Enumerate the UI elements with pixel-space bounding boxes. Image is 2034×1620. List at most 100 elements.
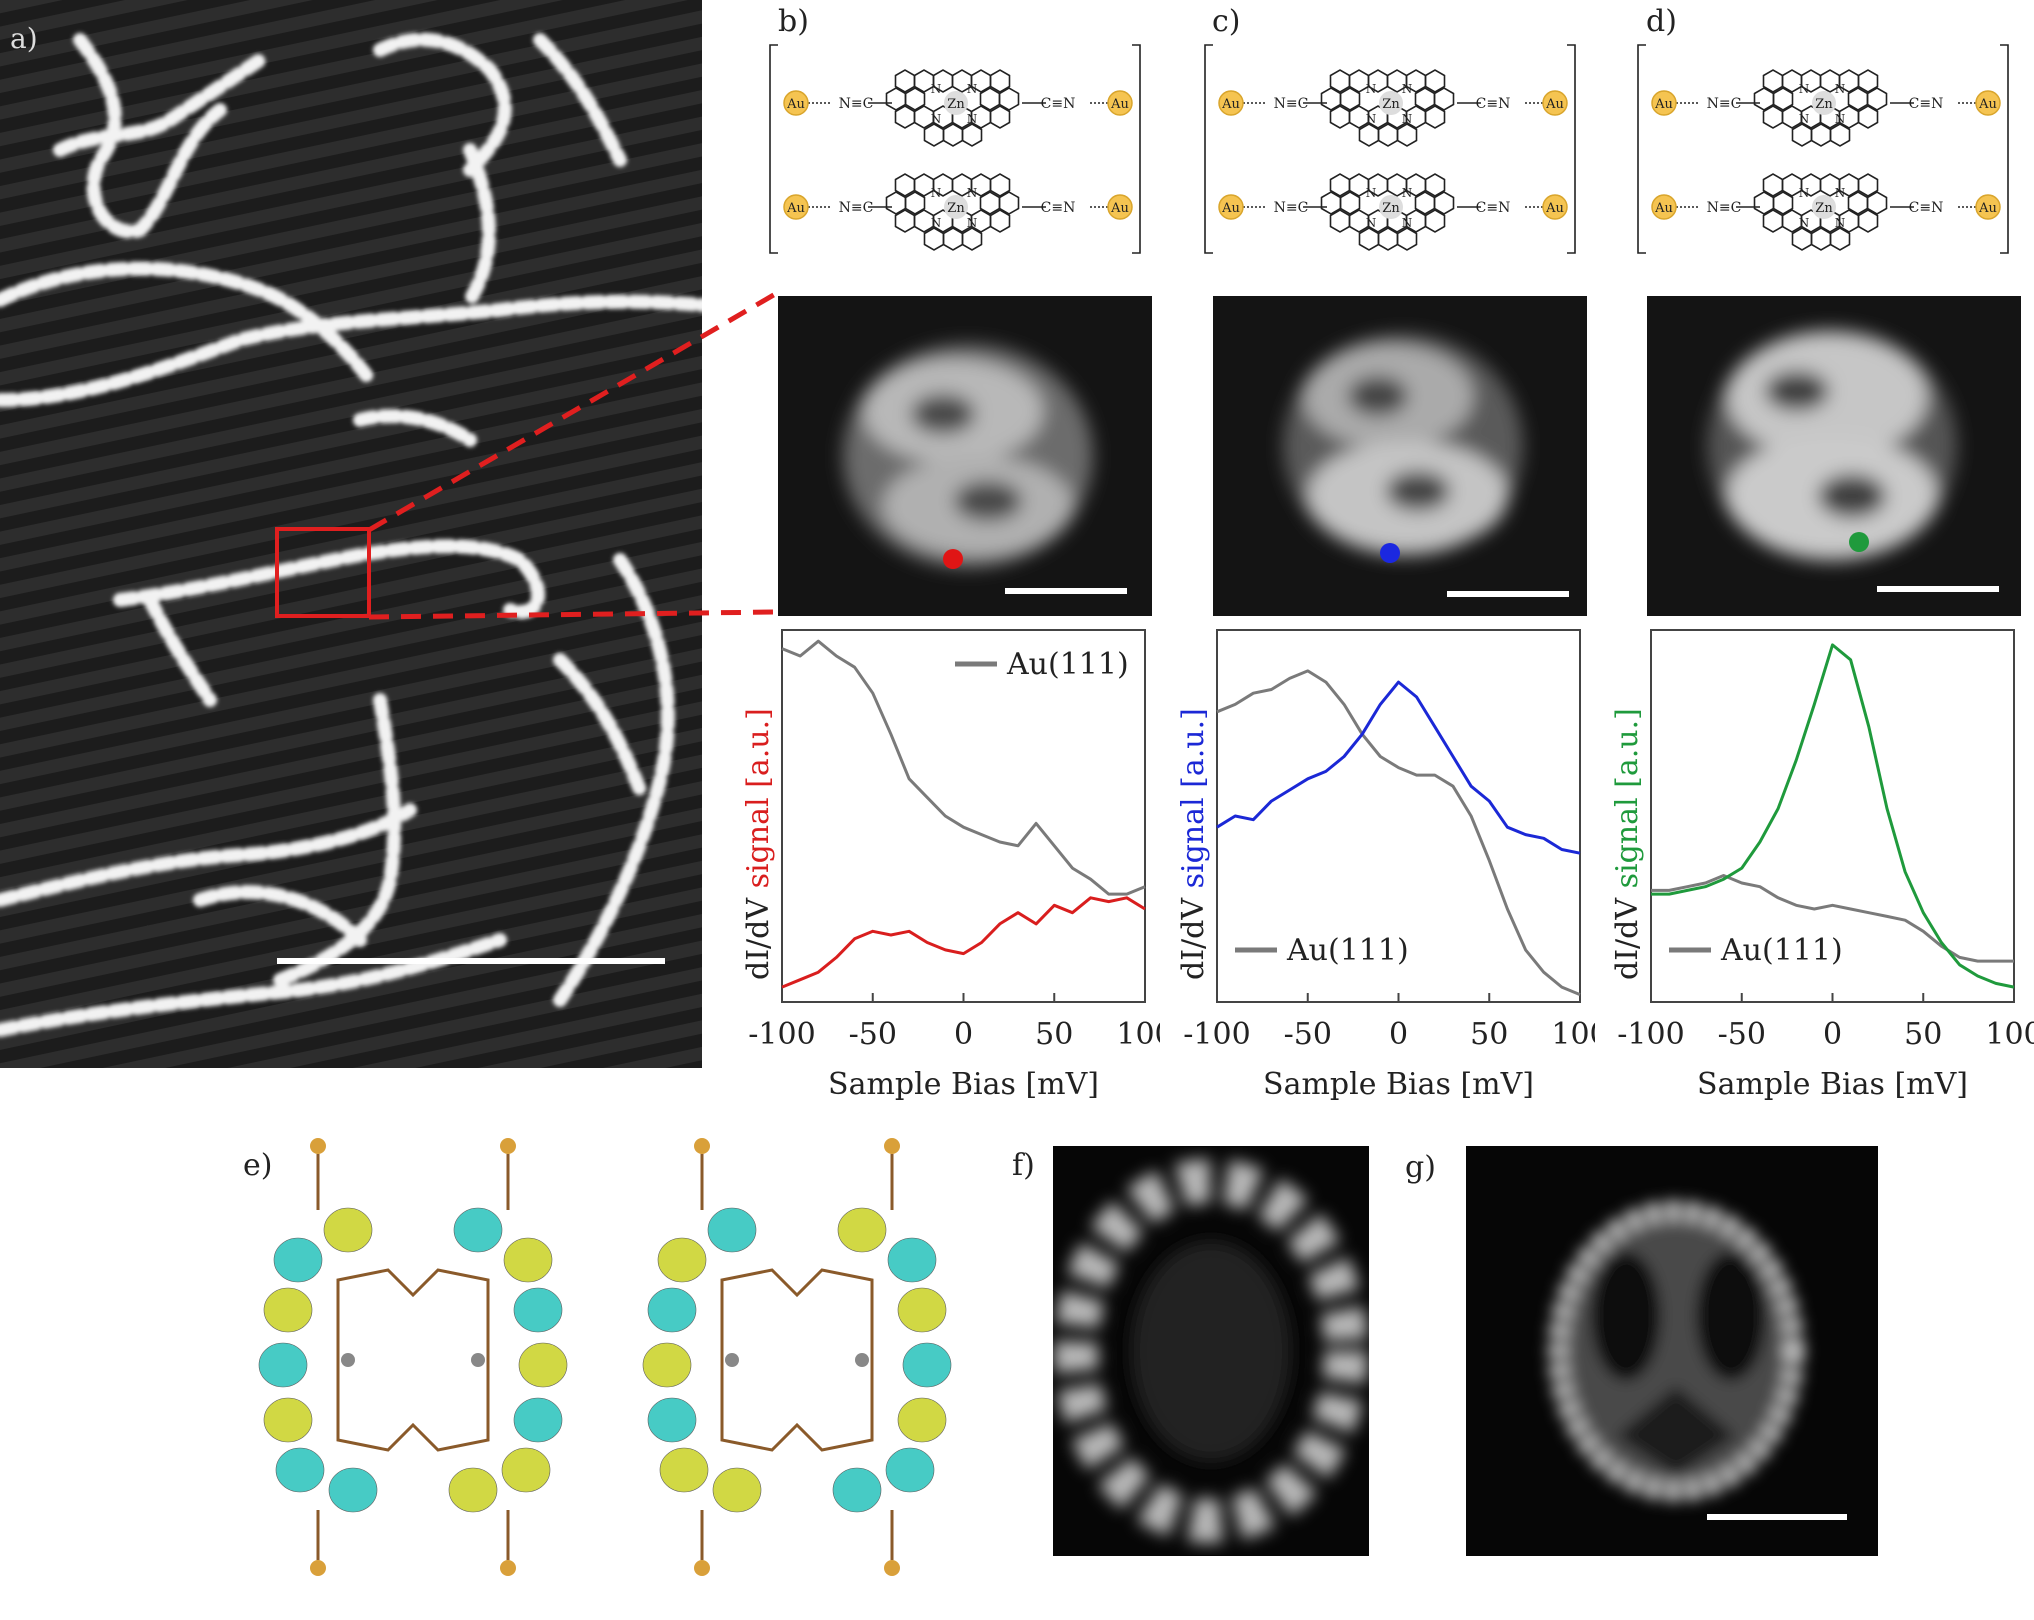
gold-label: Au bbox=[1110, 97, 1129, 112]
nitrogen-label: N bbox=[931, 112, 942, 126]
nitrogen-label: N bbox=[1799, 82, 1810, 96]
gold-label: Au bbox=[1654, 201, 1673, 216]
nitrogen-label: N bbox=[1402, 82, 1413, 96]
gold-atom bbox=[1975, 90, 2001, 116]
reference-spectrum-line bbox=[1216, 669, 1581, 996]
orbital-lobe bbox=[712, 1467, 762, 1513]
nitrogen-label: N bbox=[931, 82, 942, 96]
nitrile-right-label: C≡N bbox=[1041, 96, 1076, 112]
zinc-label: Zn bbox=[947, 201, 965, 216]
ring-bond bbox=[1433, 87, 1455, 111]
gold-label: Au bbox=[1221, 201, 1240, 216]
orbital-lobe bbox=[263, 1287, 313, 1333]
orbital-lobe bbox=[887, 1237, 937, 1283]
orbital-lobe bbox=[501, 1447, 551, 1493]
ring-bond bbox=[1377, 227, 1399, 251]
gold-label: Au bbox=[786, 201, 805, 216]
ring-bond bbox=[961, 123, 983, 147]
ring-bond bbox=[998, 191, 1020, 215]
x-axis-label: Sample Bias [mV] bbox=[1697, 1067, 1968, 1100]
nitrile-right-label: C≡N bbox=[1909, 96, 1944, 112]
y-axis-label: dI/dV signal [a.u.] bbox=[1176, 708, 1211, 980]
orbital-rendering-right bbox=[622, 1110, 972, 1610]
y-axis-label-signal: signal [a.u.] bbox=[1610, 708, 1645, 888]
gold-atom bbox=[1651, 90, 1677, 116]
legend-label: Au(111) bbox=[1006, 647, 1129, 682]
scale-bar bbox=[1447, 591, 1569, 597]
ring-bond bbox=[989, 69, 1011, 93]
zinc-atom bbox=[471, 1353, 485, 1367]
panel-label-g: g) bbox=[1405, 1150, 1436, 1185]
orbital-lobe bbox=[647, 1397, 697, 1443]
stm-image-render bbox=[1547, 1200, 1847, 1520]
panel-label-e: e) bbox=[243, 1148, 273, 1183]
ring-bond bbox=[1810, 227, 1832, 251]
gold-atom bbox=[310, 1560, 326, 1576]
orbital-lobe bbox=[832, 1467, 882, 1513]
y-axis-label-signal: signal [a.u.] bbox=[1176, 708, 1211, 888]
orbital-lobe bbox=[659, 1447, 709, 1493]
ring-bond bbox=[1772, 87, 1794, 111]
ring-bond bbox=[1339, 191, 1361, 215]
y-axis-label-prefix: dI/dV bbox=[1610, 888, 1645, 980]
x-axis-label: Sample Bias [mV] bbox=[1263, 1067, 1534, 1100]
left-bracket bbox=[769, 44, 778, 254]
x-tick-label: 0 bbox=[954, 1017, 973, 1052]
panel-label-d: d) bbox=[1646, 4, 1677, 39]
stm-molecule-render bbox=[843, 344, 1127, 594]
reference-spectrum-line bbox=[1651, 874, 2014, 963]
carbon-framework bbox=[720, 1268, 874, 1452]
gold-label: Au bbox=[1978, 201, 1997, 216]
gold-atom bbox=[310, 1138, 326, 1154]
ring-bond bbox=[989, 173, 1011, 197]
molecule-spectrum-line bbox=[1651, 643, 2015, 989]
gold-atom bbox=[1975, 194, 2001, 220]
nitrogen-label: N bbox=[931, 216, 942, 230]
left-bracket bbox=[1204, 44, 1213, 254]
ring-bond bbox=[942, 123, 964, 147]
nitrogen-label: N bbox=[967, 112, 978, 126]
ring-bond bbox=[1424, 105, 1446, 129]
ring-bond bbox=[1329, 209, 1351, 233]
x-tick-label: 0 bbox=[1389, 1017, 1408, 1052]
nitrile-right-label: C≡N bbox=[1476, 200, 1511, 216]
simulated-stm-image-f bbox=[1053, 1146, 1369, 1556]
ring-bond bbox=[1424, 209, 1446, 233]
orbital-lobe bbox=[513, 1397, 563, 1443]
gold-label: Au bbox=[1545, 97, 1564, 112]
legend-label: Au(111) bbox=[1720, 933, 1843, 968]
nitrogen-label: N bbox=[967, 82, 978, 96]
nitrogen-label: N bbox=[1366, 112, 1377, 126]
panel-label-c: c) bbox=[1212, 4, 1241, 39]
gold-atom bbox=[884, 1138, 900, 1154]
x-tick-label: 50 bbox=[1470, 1017, 1508, 1052]
ring-bond bbox=[1377, 123, 1399, 147]
gold-atom bbox=[1107, 90, 1133, 116]
ring-bond bbox=[1866, 87, 1888, 111]
x-tick-label: -100 bbox=[748, 1017, 815, 1052]
ring-bond bbox=[1772, 191, 1794, 215]
ring-bond bbox=[904, 191, 926, 215]
gold-atom bbox=[1218, 90, 1244, 116]
ring-bond bbox=[923, 227, 945, 251]
zinc-atom bbox=[944, 91, 968, 115]
gold-label: Au bbox=[1110, 201, 1129, 216]
dIdV-spectrum-chart-b: -100 -50 0 50 100 Sample Bias [mV] dI/dV signa… bbox=[741, 629, 1160, 1100]
orbital-lobe bbox=[275, 1447, 325, 1493]
orbital-lobe bbox=[707, 1207, 757, 1253]
zinc-label: Zn bbox=[1815, 201, 1833, 216]
scale-bar bbox=[1877, 586, 1999, 592]
x-tick-label: 100 bbox=[1985, 1017, 2034, 1052]
x-tick-label: 100 bbox=[1116, 1017, 1160, 1052]
dIdV-spectrum-chart-d: -100 -50 0 50 100 Sample Bias [mV] dI/dV signa… bbox=[1610, 629, 2034, 1100]
nitrogen-label: N bbox=[1402, 112, 1413, 126]
nitrogen-label: N bbox=[967, 186, 978, 200]
molecule-spectrum-line bbox=[1216, 680, 1581, 855]
orbital-lobe bbox=[837, 1207, 887, 1253]
ring-bond bbox=[1810, 123, 1832, 147]
nitrile-right-label: C≡N bbox=[1041, 200, 1076, 216]
porphyrin-unit: ZnN NN NN≡C C≡NAu Au bbox=[1218, 69, 1568, 147]
zinc-atom bbox=[855, 1353, 869, 1367]
nitrogen-label: N bbox=[1402, 186, 1413, 200]
